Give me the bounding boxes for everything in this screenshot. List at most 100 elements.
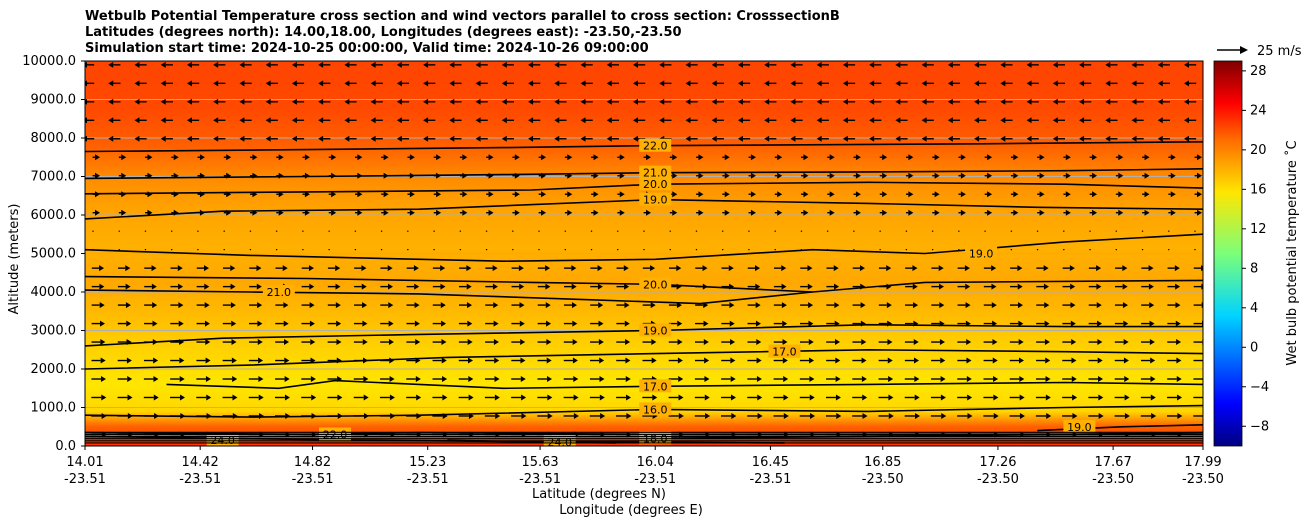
wind-vector — [1141, 283, 1154, 290]
wind-vector — [878, 339, 893, 346]
wind-vector — [196, 394, 212, 401]
wind-vector — [1157, 135, 1170, 142]
wind-vector — [747, 394, 763, 401]
wind-vector — [696, 209, 704, 216]
wind-vector — [852, 412, 868, 419]
wind-vector — [564, 283, 577, 290]
wind-vector — [458, 394, 474, 401]
y-tick-label: 6000.0 — [31, 208, 77, 223]
wind-vector — [108, 117, 121, 124]
wind-vector — [590, 320, 604, 327]
wind-vector — [957, 265, 970, 272]
wind-vector — [143, 376, 159, 383]
wind-vector — [484, 412, 501, 419]
contour-label: 20.0 — [643, 278, 668, 291]
wind-vector — [957, 376, 972, 383]
wind-vector — [1141, 265, 1154, 272]
wind-vector — [301, 339, 316, 346]
wind-vector — [485, 357, 500, 364]
wind-vector — [1105, 117, 1118, 124]
wind-vector — [554, 61, 567, 68]
wind-vector — [852, 376, 867, 383]
wind-vector — [1037, 172, 1045, 179]
wind-vector — [827, 172, 835, 179]
wind-vector — [721, 265, 734, 272]
wind-vector — [904, 357, 920, 364]
wind-vector — [606, 117, 619, 124]
wind-vector — [144, 283, 157, 290]
wind-vector — [633, 98, 646, 105]
wind-vector — [554, 98, 567, 105]
wind-vector — [800, 230, 803, 232]
wind-vector — [722, 248, 724, 251]
wind-vector — [108, 135, 121, 142]
wind-vector — [327, 265, 341, 272]
wind-vector — [642, 339, 657, 346]
wind-vector — [160, 98, 173, 105]
contour-label: 22.0 — [643, 140, 668, 153]
wind-vector — [275, 394, 290, 401]
wind-vector — [659, 98, 672, 105]
wind-vector — [1105, 135, 1118, 142]
wind-vector — [905, 248, 908, 251]
wind-vector — [91, 394, 107, 401]
wind-vector — [501, 80, 515, 87]
wind-vector — [433, 154, 442, 161]
wind-vector — [196, 265, 210, 272]
wind-vector — [511, 376, 526, 383]
wind-vector — [617, 248, 619, 251]
wind-vector — [1036, 302, 1050, 309]
wind-vector — [774, 172, 783, 179]
wind-vector — [459, 265, 472, 272]
contour-label: 19.0 — [969, 248, 994, 261]
wind-vector — [144, 302, 158, 309]
wind-vector — [344, 117, 357, 124]
wind-vector — [475, 61, 488, 68]
wind-vector — [291, 98, 305, 105]
wind-vector — [711, 135, 724, 142]
wind-vector — [869, 98, 882, 105]
wind-vector — [1142, 154, 1150, 161]
wind-vector — [1141, 230, 1144, 232]
wind-vector — [1036, 339, 1050, 346]
wind-vector — [1114, 357, 1129, 364]
wind-vector — [721, 376, 736, 383]
wind-vector — [905, 154, 914, 161]
wind-vector — [878, 357, 893, 364]
wind-vector — [931, 376, 946, 383]
wind-vector — [1088, 357, 1103, 364]
wind-vector — [1115, 230, 1117, 232]
wind-vector — [696, 191, 704, 198]
wind-vector — [580, 117, 593, 124]
wind-vector — [932, 172, 940, 179]
x-tick-label-lat: 14.42 — [182, 455, 219, 470]
wind-vector — [213, 135, 226, 142]
wind-vector — [774, 230, 776, 232]
colorbar-tick-label: −8 — [1250, 419, 1269, 434]
colorbar-tick-label: 28 — [1250, 64, 1267, 79]
x-tick-label-lon: -23.50 — [1182, 472, 1224, 487]
x-tick-label-lat: 17.99 — [1184, 455, 1221, 470]
wind-vector — [826, 265, 839, 272]
wind-vector — [563, 412, 579, 419]
wind-vector — [947, 80, 961, 87]
wind-vector — [353, 320, 368, 327]
wind-vector — [905, 209, 914, 216]
wind-vector — [947, 117, 961, 124]
wind-vector — [537, 412, 553, 419]
wind-vector — [458, 320, 473, 327]
wind-vector — [91, 320, 106, 327]
wind-vector — [1167, 283, 1181, 290]
wind-vector — [1114, 376, 1130, 383]
wind-vector — [669, 265, 682, 272]
wind-vector — [459, 283, 472, 290]
x-axis-label-longitude: Longitude (degrees E) — [559, 503, 703, 518]
x-tick-label-lat: 14.01 — [66, 455, 103, 470]
wind-vector — [617, 209, 625, 216]
wind-vector — [379, 394, 395, 401]
wind-vector — [538, 230, 540, 232]
wind-vector — [275, 320, 289, 327]
wind-vector — [170, 302, 184, 309]
wind-vector — [905, 230, 908, 232]
wind-vector — [370, 61, 383, 68]
